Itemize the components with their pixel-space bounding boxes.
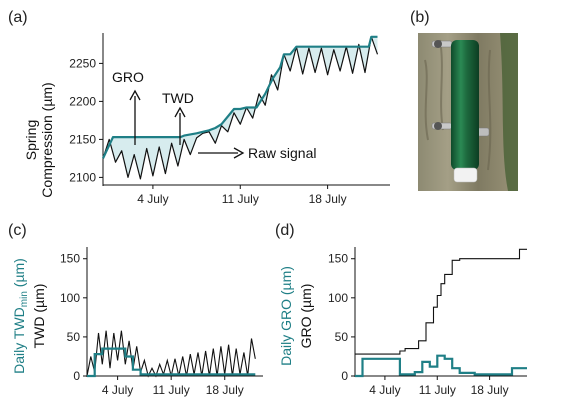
twd-line bbox=[86, 330, 256, 378]
panel-a-ylabel-line1: Spring bbox=[23, 120, 39, 160]
twd-shaded-area bbox=[103, 36, 378, 179]
dendrometer-photo bbox=[418, 33, 518, 191]
raw-signal-annotation: Raw signal bbox=[248, 145, 316, 161]
bark-texture bbox=[424, 39, 492, 171]
panel-d-inner-ylabel: GRO (µm) bbox=[298, 284, 314, 349]
panel-c-outer-ylabel-main: Daily TWD bbox=[11, 307, 27, 374]
panel-a-chart: Spring Compression (µm) 2100 2150 2200 2250… bbox=[23, 33, 390, 206]
panel-c-outer-ylabel-unit: (µm) bbox=[11, 258, 27, 291]
panel-letter-b: (b) bbox=[410, 9, 430, 26]
daily-gro-line bbox=[355, 354, 527, 378]
panel-c-outer-ylabel-sub: min bbox=[19, 291, 30, 307]
panel-a-xtick-label: 4 July bbox=[137, 192, 168, 206]
upper-screw-hole-icon bbox=[434, 40, 442, 48]
twd-annotation: TWD bbox=[162, 90, 194, 106]
panel-a-xtick-label: 11 July bbox=[222, 192, 259, 206]
panel-a-ytick-label: 2100 bbox=[69, 170, 96, 184]
panel-a-xtick-label: 18 July bbox=[309, 192, 347, 206]
panel-d-ytick-label: 50 bbox=[335, 330, 349, 344]
gro-envelope-line bbox=[102, 35, 378, 159]
panel-c-xtick-label: 4 July bbox=[102, 383, 133, 397]
raw-signal-line bbox=[102, 36, 379, 180]
panel-d-xtick-label: 4 July bbox=[369, 383, 400, 397]
panel-d-chart: Daily GRO (µm) GRO (µm) 0 50 100 150 4 July 1… bbox=[278, 247, 527, 397]
panel-d-xtick-label: 11 July bbox=[419, 383, 456, 397]
gro-annotation: GRO bbox=[112, 69, 144, 85]
panel-a-ylabel-line2: Compression (µm) bbox=[39, 82, 55, 197]
gro-line bbox=[355, 248, 527, 355]
twd-arrow-head bbox=[174, 106, 186, 118]
panel-a-ytick-label: 2200 bbox=[69, 94, 96, 108]
panel-a-ytick-label: 2250 bbox=[69, 56, 96, 70]
lower-screw-hole-icon bbox=[434, 122, 442, 130]
panel-d-xtick-label: 18 July bbox=[471, 383, 509, 397]
panel-c-chart: Daily TWDmin (µm) TWD (µm) 0 50 100 150 4 Ju… bbox=[11, 247, 263, 397]
daily-twdmin-line bbox=[87, 347, 256, 378]
panel-a-annotations: GRO TWD Raw signal bbox=[112, 69, 316, 161]
panel-c-ytick-label: 100 bbox=[60, 291, 80, 305]
panel-letter-c: (c) bbox=[8, 222, 27, 239]
panel-c-xtick-label: 18 July bbox=[206, 383, 244, 397]
foliage-background bbox=[500, 33, 518, 191]
panel-letter-d: (d) bbox=[275, 222, 295, 239]
dendrometer-cap bbox=[453, 167, 478, 183]
panel-d-ytick-label: 150 bbox=[328, 252, 348, 266]
panel-d-ytick-label: 100 bbox=[328, 291, 348, 305]
panel-c-ytick-label: 50 bbox=[67, 330, 81, 344]
dendrometer-tube bbox=[451, 40, 479, 170]
gro-arrow-head bbox=[129, 89, 141, 101]
raw-arrow-head bbox=[233, 147, 245, 159]
panel-c-inner-ylabel: TWD (µm) bbox=[31, 284, 47, 349]
panel-a-ytick-label: 2150 bbox=[69, 132, 96, 146]
panel-d-ytick-label: 0 bbox=[341, 369, 348, 383]
panel-c-ytick-label: 0 bbox=[73, 369, 80, 383]
panel-c-outer-ylabel: Daily TWDmin (µm) bbox=[11, 258, 30, 374]
panel-letter-a: (a) bbox=[8, 9, 28, 26]
panel-c-ytick-label: 150 bbox=[60, 252, 80, 266]
panel-c-xtick-label: 11 July bbox=[153, 383, 190, 397]
panel-d-outer-ylabel: Daily GRO (µm) bbox=[278, 266, 294, 366]
